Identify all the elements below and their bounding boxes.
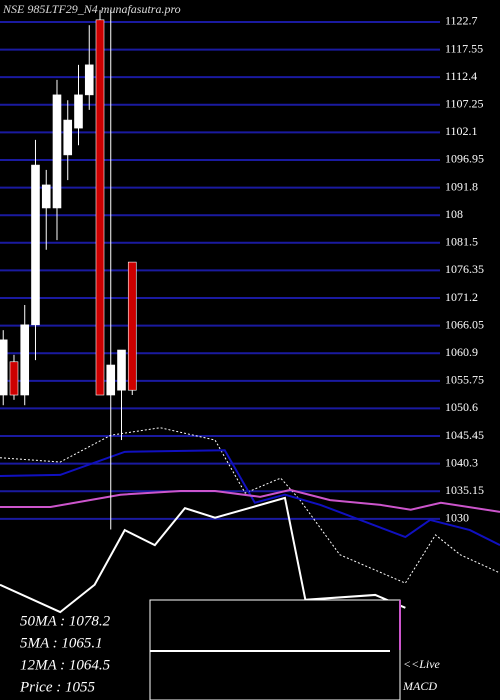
y-tick-label: 1071.2 [445, 290, 478, 304]
candle-body [20, 324, 30, 396]
candle-body [95, 19, 105, 396]
y-tick-label: 1030 [445, 511, 469, 525]
candle-body [106, 364, 116, 396]
candle-body [74, 94, 83, 129]
stat: 5MA : 1065.1 [20, 635, 103, 651]
candle-body [117, 349, 126, 391]
indicator-line [0, 488, 500, 513]
y-tick-label: 1055.75 [445, 373, 484, 387]
y-tick-label: 1060.9 [445, 345, 478, 359]
macd-label: <<Live [403, 657, 441, 671]
indicator-line [0, 449, 500, 546]
y-tick-label: 1076.35 [445, 262, 484, 276]
plot [0, 10, 500, 614]
candle-body [127, 261, 137, 391]
candle-body [41, 184, 51, 209]
y-tick-label: 1107.25 [445, 97, 484, 111]
candle-body [52, 94, 62, 209]
chart-title: NSE 985LTF29_N4 munafasutra.pro [2, 2, 181, 16]
macd-label: MACD [402, 679, 437, 693]
candle-body [0, 339, 8, 396]
stat: 50MA : 1078.2 [20, 613, 111, 629]
y-tick-label: 108 [445, 207, 463, 221]
y-tick-label: 1096.95 [445, 152, 484, 166]
y-tick-label: 1040.3 [445, 455, 478, 469]
y-tick-label: 1117.55 [445, 41, 483, 55]
indicator-line [0, 496, 406, 614]
y-tick-label: 1102.1 [445, 124, 478, 138]
stat: 12MA : 1064.5 [20, 657, 111, 673]
y-tick-label: 1045.45 [445, 428, 484, 442]
candle-body [31, 164, 40, 326]
y-tick-label: 1035.15 [445, 483, 484, 497]
candle-body [9, 361, 19, 396]
grid [0, 20, 440, 520]
candle-body [84, 64, 94, 96]
y-tick-label: 1091.8 [445, 179, 478, 193]
y-tick-label: 1066.05 [445, 317, 484, 331]
y-tick-label: 1122.7 [445, 14, 478, 28]
candle-body [63, 119, 73, 156]
y-tick-label: 1112.4 [445, 69, 477, 83]
y-tick-label: 1050.6 [445, 400, 478, 414]
stat: Price : 1055 [19, 679, 95, 695]
y-tick-label: 1081.5 [445, 235, 478, 249]
